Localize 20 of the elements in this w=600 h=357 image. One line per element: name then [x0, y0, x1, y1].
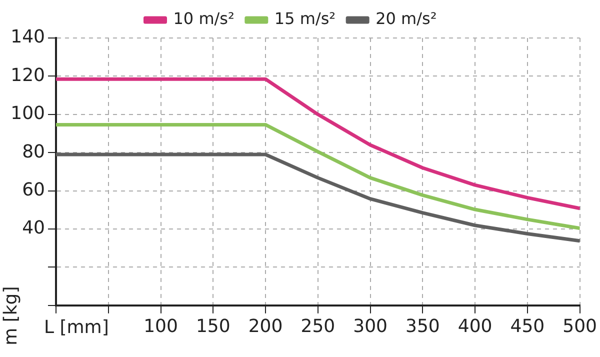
y-tick-label: 40	[22, 218, 45, 239]
y-axis-title: m [kg]	[0, 286, 22, 346]
x-tick-label: 350	[405, 316, 440, 337]
x-axis-title: L [mm]	[44, 317, 109, 338]
y-tick-label: 80	[22, 141, 45, 162]
x-tick-label: 500	[562, 316, 597, 337]
legend-label: 15 m/s²	[274, 9, 336, 28]
x-tick-label: 300	[353, 316, 388, 337]
y-tick-label: 60	[22, 179, 45, 200]
y-tick-label: 120	[10, 64, 45, 86]
y-tick-label: 140	[10, 26, 45, 48]
x-tick-label: 100	[144, 316, 178, 337]
x-tick-label: 200	[248, 316, 283, 337]
x-tick-label: 450	[510, 316, 545, 337]
x-tick-label: 250	[300, 316, 336, 337]
legend-label: 10 m/s²	[173, 9, 234, 28]
legend-label: 20 m/s²	[376, 9, 437, 28]
y-tick-label: 100	[10, 103, 45, 124]
x-tick-label: 400	[458, 316, 492, 337]
x-tick-label: 150	[196, 316, 230, 337]
